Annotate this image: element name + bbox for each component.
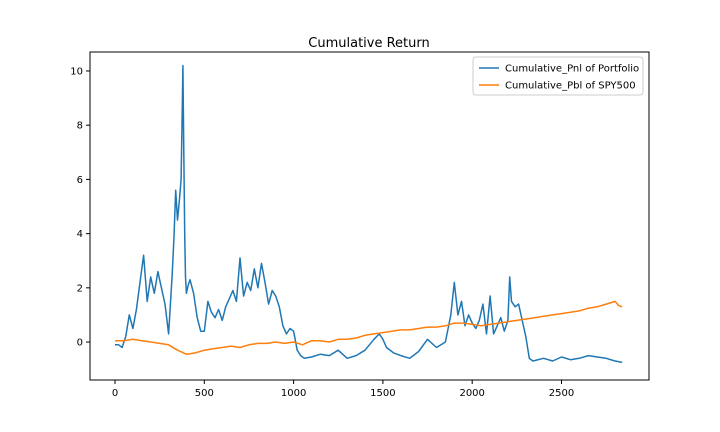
y-tick-label: 6: [77, 175, 83, 186]
x-tick-label: 1000: [281, 388, 306, 399]
chart-title: Cumulative Return: [308, 36, 429, 51]
series-line-2: [115, 300, 623, 355]
legend-label-1: Cumulative_Pnl of Portfolio: [505, 64, 639, 75]
x-tick-label: 1500: [370, 388, 395, 399]
y-tick-label: 2: [77, 283, 83, 294]
y-tick-label: 8: [77, 121, 83, 132]
legend-label-2: Cumulative_Pbl of SPY500: [505, 81, 636, 92]
x-tick-label: 2000: [459, 388, 484, 399]
plot-area: [115, 64, 623, 364]
axes: 0 500 1000 1500 2000 2500 0 2 4 6 8 10: [70, 51, 650, 399]
legend: Cumulative_Pnl of Portfolio Cumulative_Pb…: [472, 56, 644, 96]
x-tick-label: 500: [195, 388, 214, 399]
y-tick-label: 4: [77, 229, 83, 240]
series-line-1: [115, 64, 623, 364]
x-tick-label: 2500: [549, 388, 574, 399]
axes-frame: [89, 51, 650, 381]
y-tick-label: 0: [77, 338, 83, 349]
legend-box: [472, 56, 644, 96]
x-tick-label: 0: [112, 388, 118, 399]
y-tick-label: 10: [70, 66, 83, 77]
